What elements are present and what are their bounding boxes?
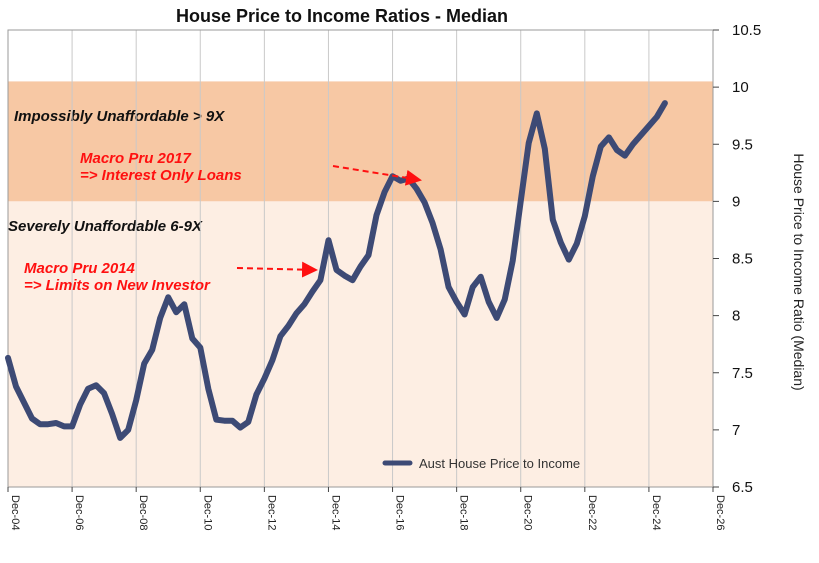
- y-tick-label-2: 7.5: [732, 365, 753, 382]
- y-tick-label-4: 8.5: [732, 251, 753, 268]
- x-tick-label-1: Dec-06: [73, 495, 85, 530]
- y-tick-label-6: 9.5: [732, 136, 753, 153]
- band-0: [8, 81, 713, 202]
- x-tick-label-4: Dec-12: [265, 495, 277, 530]
- y-tick-label-3: 8: [732, 308, 740, 325]
- chart-title: House Price to Income Ratios - Median: [176, 6, 508, 26]
- y-axis-label: House Price to Income Ratio (Median): [791, 153, 807, 390]
- x-tick-label-8: Dec-20: [522, 495, 534, 530]
- series-line-0: [5, 100, 668, 441]
- y-tick-label-7: 10: [732, 79, 749, 96]
- annotation-arrow-1: [236, 261, 318, 278]
- y-tick-label-8: 10.5: [732, 22, 761, 39]
- x-tick-label-9: Dec-22: [586, 495, 598, 530]
- x-tick-label-7: Dec-18: [458, 495, 470, 530]
- x-tick-label-0: Dec-04: [9, 495, 21, 530]
- annotation-1-line-1: => Limits on New Investor: [24, 277, 211, 294]
- band-label-1: Severely Unaffordable 6-9X: [8, 218, 203, 235]
- x-tick-label-5: Dec-14: [329, 495, 341, 530]
- band-1: [8, 201, 713, 487]
- legend: Aust House Price to Income: [382, 456, 580, 471]
- band-label-0: Impossibly Unaffordable > 9X: [14, 108, 225, 125]
- y-axis: 6.5 7 7.5 8 8.5 9 9.5 10 10.5: [713, 22, 761, 496]
- annotation-0-line-1: => Interest Only Loans: [80, 167, 242, 184]
- annotation-0-line-0: Macro Pru 2017: [80, 150, 192, 167]
- legend-label-0: Aust House Price to Income: [419, 456, 580, 471]
- x-tick-label-10: Dec-24: [650, 495, 662, 530]
- x-tick-label-11: Dec-26: [714, 495, 726, 530]
- y-tick-label-5: 9: [732, 193, 740, 210]
- annotations: Macro Pru 2017=> Interest Only Loans Macr…: [24, 150, 422, 294]
- y-tick-label-1: 7: [732, 422, 740, 439]
- affordability-bands: Impossibly Unaffordable > 9X Severely Una…: [8, 81, 713, 487]
- x-tick-label-2: Dec-08: [137, 495, 149, 530]
- annotation-arrow-0: [332, 165, 422, 186]
- annotation-1-line-0: Macro Pru 2014: [24, 260, 136, 277]
- y-tick-label-0: 6.5: [732, 479, 753, 496]
- x-tick-label-6: Dec-16: [394, 495, 406, 530]
- series-layer: [5, 100, 668, 441]
- x-tick-label-3: Dec-10: [201, 495, 213, 530]
- x-axis: Dec-04 Dec-06 Dec-08 Dec-10 Dec-12 Dec-14 Dec-…: [7, 487, 726, 530]
